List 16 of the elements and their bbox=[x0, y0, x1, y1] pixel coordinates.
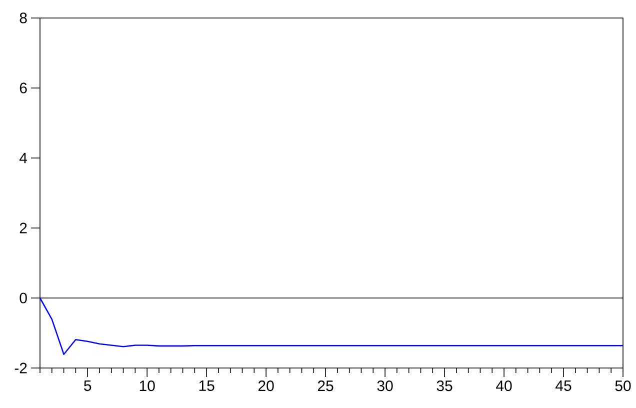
x-tick-label: 40 bbox=[496, 380, 512, 392]
y-tick-label: 0 bbox=[20, 292, 27, 304]
y-tick-label: -2 bbox=[14, 362, 27, 374]
y-tick-label: 2 bbox=[20, 222, 27, 234]
x-tick-label: 35 bbox=[436, 380, 452, 392]
x-tick-label: 10 bbox=[140, 380, 155, 392]
x-tick-label: 45 bbox=[556, 380, 572, 391]
y-tick-label: 4 bbox=[19, 152, 28, 164]
x-tick-label: 25 bbox=[318, 380, 334, 392]
y-tick-label: 8 bbox=[20, 12, 27, 24]
x-tick-label: 30 bbox=[377, 380, 393, 392]
y-tick-label: 6 bbox=[20, 82, 27, 94]
x-tick-label: 20 bbox=[258, 380, 274, 392]
x-tick-label: 15 bbox=[199, 380, 214, 391]
x-tick-label: 50 bbox=[615, 380, 631, 392]
x-tick-label: 5 bbox=[84, 380, 92, 391]
